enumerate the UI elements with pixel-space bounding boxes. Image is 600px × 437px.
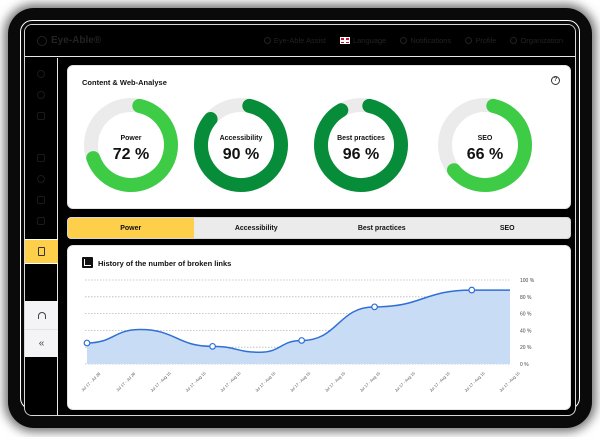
analysis-card: Content & Web-Analyse ? Power 72 % Accessi… (67, 65, 571, 209)
nav-label: Language (352, 36, 387, 45)
svg-text:100 %: 100 % (520, 278, 535, 284)
card-title: Content & Web-Analyse (82, 78, 167, 87)
nav-notifications[interactable]: Notifications (400, 36, 451, 45)
gauge-value: 66 % (466, 146, 504, 163)
collapse-sidebar-button[interactable]: « (25, 329, 58, 357)
nav-label: Eye-Able Assist (273, 36, 326, 45)
tab-accessibility[interactable]: Accessibility (234, 224, 278, 232)
user-icon (465, 37, 473, 44)
globe-icon[interactable] (37, 175, 45, 183)
gauge-accessibility: Accessibility 90 % (192, 96, 290, 194)
dashboard-icon[interactable] (37, 70, 45, 78)
main-content: Content & Web-Analyse ? Power 72 % Accessi… (67, 65, 571, 410)
svg-text:60 %: 60 % (520, 312, 532, 318)
nav-organization[interactable]: Organization (510, 36, 563, 45)
gauge-label: Accessibility (219, 135, 263, 142)
gauge-label: SEO (477, 135, 493, 142)
svg-text:Jul 17 - Aug 15: Jul 17 - Aug 15 (359, 370, 382, 393)
broken-links-chart-card: History of the number of broken links 0 … (67, 245, 571, 410)
nav-label: Organization (520, 36, 563, 45)
help-circle-icon (263, 37, 271, 44)
share-icon[interactable] (37, 217, 45, 225)
sidebar-item-analysis[interactable] (25, 239, 58, 264)
document-icon[interactable] (37, 196, 45, 204)
svg-text:80 %: 80 % (520, 295, 532, 301)
broken-links-chart: 0 % 20 % 40 % 60 % 80 % 100 % Jul 17 - Jul 28 J… (80, 278, 535, 393)
nav-assist[interactable]: Eye-Able Assist (263, 36, 326, 45)
file-analysis-icon (38, 247, 45, 256)
metric-tabs: Power Accessibility Best practices SEO (67, 217, 571, 239)
line-chart-icon (82, 257, 93, 268)
headset-icon (37, 311, 46, 319)
chart-title: History of the number of broken links (98, 259, 232, 268)
svg-text:Jul 17 - Jul 28: Jul 17 - Jul 28 (115, 371, 137, 393)
svg-text:Jul 17 - Aug 15: Jul 17 - Aug 15 (394, 370, 417, 393)
gauge-label: Power (120, 135, 142, 142)
nav-label: Notifications (410, 36, 452, 45)
top-nav: Eye-Able Assist Language Notifications P… (263, 36, 563, 45)
tab-seo[interactable]: SEO (499, 224, 515, 232)
svg-text:Jul 17 - Aug 15: Jul 17 - Aug 15 (498, 370, 521, 393)
nav-profile[interactable]: Profile (465, 36, 496, 45)
tab-power[interactable]: Power (68, 218, 194, 238)
svg-text:Jul 17 - Aug 15: Jul 17 - Aug 15 (289, 370, 312, 393)
svg-text:Jul 17 - Aug 15: Jul 17 - Aug 15 (219, 370, 242, 393)
gauge-seo: SEO 66 % (436, 96, 534, 194)
sidebar-bottom: « (25, 301, 58, 357)
svg-text:20 %: 20 % (520, 345, 532, 351)
gauge-label: Best practices (337, 135, 385, 142)
svg-text:Jul 17 - Aug 15: Jul 17 - Aug 15 (149, 370, 172, 393)
top-bar: Eye-Able® Eye-Able Assist Language Notif… (25, 25, 575, 57)
report-icon[interactable] (37, 154, 45, 162)
tab-best-practices[interactable]: Best practices (357, 224, 406, 232)
svg-text:Jul 17 - Jul 28: Jul 17 - Jul 28 (80, 371, 102, 393)
nav-label: Profile (475, 36, 497, 45)
flag-uk-icon (339, 37, 350, 44)
collapse-icon: « (38, 338, 45, 349)
organization-icon (510, 37, 518, 44)
logo[interactable]: Eye-Able® (37, 35, 101, 46)
gauge-value: 90 % (222, 146, 260, 163)
nav-language[interactable]: Language (339, 36, 387, 45)
logo-text: Eye-Able® (51, 35, 102, 46)
gauge-power: Power 72 % (82, 96, 180, 194)
svg-text:40 %: 40 % (520, 328, 532, 334)
svg-text:Jul 17 - Aug 15: Jul 17 - Aug 15 (324, 370, 347, 393)
svg-text:0 %: 0 % (520, 362, 529, 368)
svg-text:Jul 17 - Aug 15: Jul 17 - Aug 15 (254, 370, 277, 393)
help-icon[interactable]: ? (551, 76, 560, 85)
svg-text:Jul 17 - Aug 15: Jul 17 - Aug 15 (428, 370, 451, 393)
eye-able-logo-icon (37, 35, 47, 46)
sidebar: « (25, 58, 58, 415)
gauge-best-practices: Best practices 96 % (312, 96, 410, 194)
gauge-value: 96 % (342, 146, 380, 163)
svg-text:Jul 17 - Aug 15: Jul 17 - Aug 15 (463, 370, 486, 393)
support-button[interactable] (25, 301, 58, 329)
svg-text:Jul 17 - Aug 15: Jul 17 - Aug 15 (184, 370, 207, 393)
app-screen: Eye-Able® Eye-Able Assist Language Notif… (24, 24, 576, 416)
pie-chart-icon[interactable] (37, 91, 45, 99)
gauge-value: 72 % (112, 146, 150, 163)
tools-icon[interactable] (37, 112, 45, 120)
shield-icon (400, 37, 408, 44)
